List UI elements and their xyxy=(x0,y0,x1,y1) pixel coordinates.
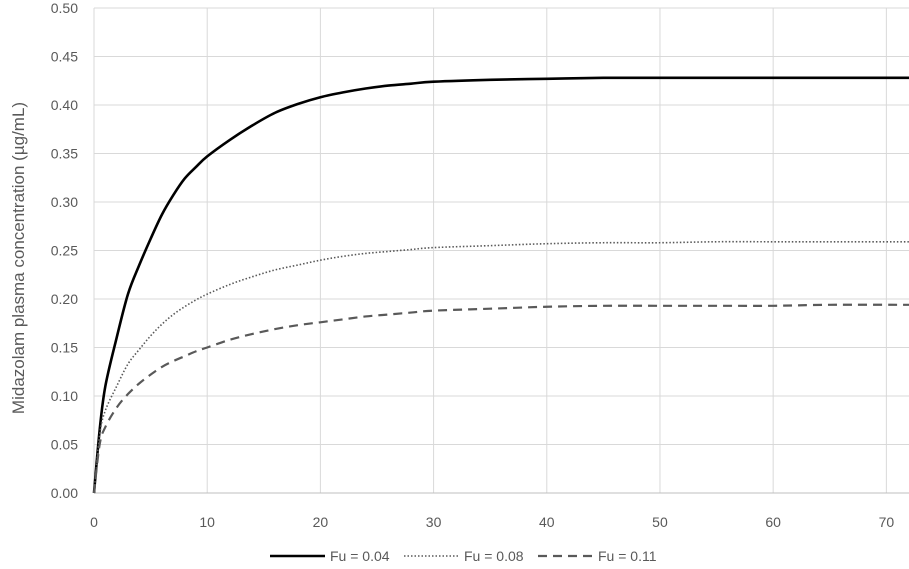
series-line-3 xyxy=(92,303,909,494)
y-tick-label: 0.15 xyxy=(51,340,78,356)
y-tick-label: 0.45 xyxy=(51,49,78,65)
series-line-2 xyxy=(93,240,909,494)
y-tick-label: 0.20 xyxy=(51,291,78,307)
y-tick-label: 0.50 xyxy=(51,0,78,16)
x-tick-label: 0 xyxy=(90,514,98,530)
legend-label: Fu = 0.11 xyxy=(598,548,657,564)
grid-lines xyxy=(93,7,909,493)
x-tick-label: 20 xyxy=(313,514,329,530)
x-tick-label: 70 xyxy=(879,514,895,530)
y-tick-label: 0.30 xyxy=(51,194,78,210)
series-lines xyxy=(92,76,909,494)
y-tick-label: 0.05 xyxy=(51,437,78,453)
x-tick-label: 40 xyxy=(539,514,555,530)
y-tick-label: 0.25 xyxy=(51,243,78,259)
y-axis-label: Midazolam plasma concentration (µg/mL) xyxy=(9,102,28,414)
x-tick-label: 50 xyxy=(652,514,668,530)
y-tick-label: 0.10 xyxy=(51,388,78,404)
y-axis-ticks: 0.00 0.05 0.10 0.15 0.20 0.25 0.30 0.35 0.40 0.45… xyxy=(51,0,78,501)
legend: Fu = 0.04 Fu = 0.08 Fu = 0.11 xyxy=(270,548,657,564)
x-tick-label: 60 xyxy=(765,514,781,530)
legend-label: Fu = 0.08 xyxy=(464,548,524,564)
series-line-1 xyxy=(92,76,909,494)
x-tick-label: 10 xyxy=(199,514,215,530)
legend-label: Fu = 0.04 xyxy=(330,548,390,564)
y-tick-label: 0.40 xyxy=(51,97,78,113)
y-tick-label: 0.00 xyxy=(51,485,78,501)
x-tick-label: 30 xyxy=(426,514,442,530)
y-tick-label: 0.35 xyxy=(51,146,78,162)
x-axis-ticks: 0 10 20 30 40 50 60 70 xyxy=(90,514,894,530)
